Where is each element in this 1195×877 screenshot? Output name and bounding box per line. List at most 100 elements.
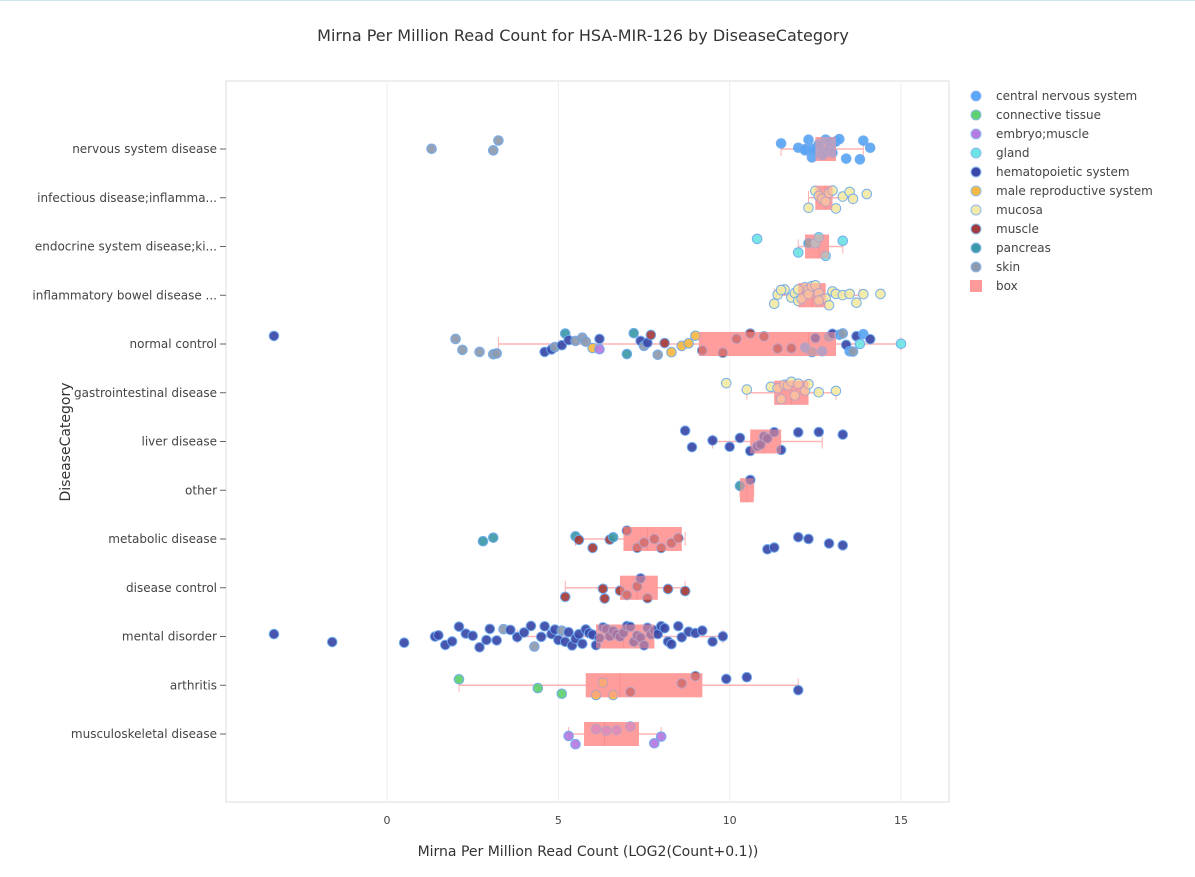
data-point xyxy=(491,635,502,646)
legend-item[interactable]: central nervous system xyxy=(970,89,1137,103)
data-point xyxy=(768,542,780,553)
data-point xyxy=(587,542,598,554)
data-point xyxy=(594,333,605,345)
data-point xyxy=(803,533,814,545)
data-point xyxy=(751,233,763,245)
data-point xyxy=(679,425,691,436)
legend-marker-icon xyxy=(970,204,982,216)
data-point xyxy=(707,435,718,446)
legend-item[interactable]: mucosa xyxy=(970,203,1043,217)
data-point xyxy=(686,441,698,453)
data-point xyxy=(326,636,338,648)
data-point xyxy=(457,344,468,356)
data-point xyxy=(659,337,670,349)
legend-item[interactable]: box xyxy=(970,279,1018,293)
box-overlay xyxy=(798,283,826,308)
legend-item[interactable]: pancreas xyxy=(970,241,1051,255)
data-point xyxy=(474,346,485,358)
data-point xyxy=(775,284,787,296)
data-point xyxy=(837,328,849,339)
data-point xyxy=(854,338,866,350)
data-point xyxy=(830,385,842,397)
box-overlay xyxy=(815,185,833,210)
data-point xyxy=(768,298,780,310)
data-point xyxy=(734,432,746,444)
legend-item[interactable]: embryo;muscle xyxy=(970,127,1089,141)
legend-marker-icon xyxy=(970,109,982,121)
chart-title: Mirna Per Million Read Count for HSA-MIR… xyxy=(317,26,849,45)
data-point xyxy=(577,638,588,650)
data-point xyxy=(676,632,688,643)
data-point xyxy=(895,338,907,350)
data-point xyxy=(823,299,835,311)
data-point xyxy=(775,138,787,149)
box-overlay xyxy=(698,332,836,356)
y-tick-label: endocrine system disease;ki... xyxy=(35,240,217,254)
box-overlay xyxy=(623,527,682,551)
data-point xyxy=(467,630,479,642)
legend-marker-icon xyxy=(970,185,982,197)
box-overlay xyxy=(805,234,830,259)
legend-marker-icon xyxy=(970,147,982,159)
legend-label: gland xyxy=(996,146,1030,160)
data-point xyxy=(864,333,876,345)
data-point xyxy=(505,624,516,636)
y-tick-label: gastrointestinal disease xyxy=(74,386,217,400)
legend-label: central nervous system xyxy=(996,89,1137,103)
data-point xyxy=(720,377,732,389)
data-point xyxy=(837,540,849,551)
data-point xyxy=(847,346,859,357)
data-point xyxy=(792,427,804,438)
legend-item[interactable]: gland xyxy=(970,146,1030,160)
data-point xyxy=(847,193,859,205)
legend-item[interactable]: skin xyxy=(970,260,1020,274)
legend-label: muscle xyxy=(996,222,1039,236)
data-point xyxy=(741,384,753,395)
data-point xyxy=(875,288,886,300)
legend-item[interactable]: muscle xyxy=(970,222,1039,236)
x-tick-label: 15 xyxy=(894,814,908,827)
legend-marker-icon xyxy=(970,223,982,235)
legend-box-swatch xyxy=(970,280,982,292)
data-point xyxy=(741,671,753,683)
legend-label: embryo;muscle xyxy=(996,127,1089,141)
legend-item[interactable]: connective tissue xyxy=(970,108,1101,122)
data-point xyxy=(535,631,547,643)
y-tick-label: normal control xyxy=(130,337,217,351)
y-tick-label: mental disorder xyxy=(122,630,217,644)
y-tick-label: metabolic disease xyxy=(108,532,217,546)
data-point xyxy=(487,532,499,543)
legend-label: connective tissue xyxy=(996,108,1101,122)
points xyxy=(268,133,907,750)
data-point xyxy=(679,585,691,597)
data-point xyxy=(724,441,736,453)
data-point xyxy=(840,153,852,164)
legend-marker-icon xyxy=(970,166,982,178)
x-tick-label: 0 xyxy=(384,814,391,827)
data-point xyxy=(858,288,869,300)
data-point xyxy=(453,674,465,685)
legend-label: box xyxy=(996,279,1018,293)
legend-item[interactable]: hematopoietic system xyxy=(970,165,1130,179)
data-point xyxy=(683,338,694,349)
y-axis-label: DiseaseCategory xyxy=(58,382,74,501)
data-point xyxy=(268,628,280,640)
data-point xyxy=(474,641,485,653)
data-point xyxy=(837,429,849,440)
y-tick-label: nervous system disease xyxy=(72,142,217,156)
legend[interactable]: central nervous system connective tissue e… xyxy=(970,89,1153,293)
data-point xyxy=(864,142,876,154)
data-point xyxy=(628,327,640,339)
data-point xyxy=(803,202,814,214)
legend-item[interactable]: male reproductive system xyxy=(970,184,1153,198)
data-point xyxy=(720,673,732,685)
y-tick-label: other xyxy=(185,483,217,497)
data-point xyxy=(580,336,592,347)
y-tick-label: liver disease xyxy=(142,435,217,449)
data-point xyxy=(823,538,835,549)
data-point xyxy=(398,637,410,649)
data-point xyxy=(837,235,849,247)
x-axis: 0 5 10 15 xyxy=(384,814,908,827)
data-point xyxy=(858,135,869,146)
